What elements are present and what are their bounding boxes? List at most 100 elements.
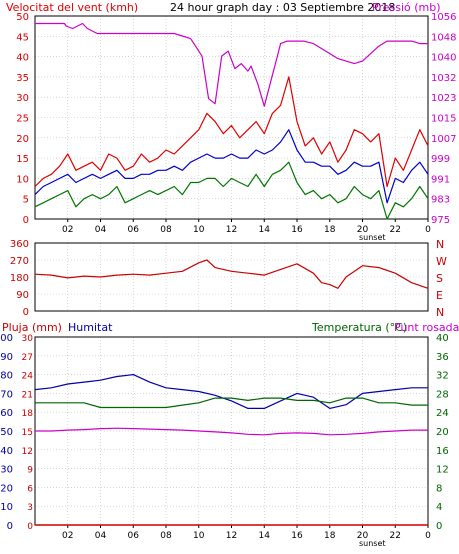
x-tick-label: 18 — [324, 531, 336, 541]
wind-avg-line — [34, 129, 429, 204]
wind-axis-label: Velocitat del vent (kmh) — [6, 1, 138, 14]
x-tick-label: 16 — [291, 531, 303, 541]
humidity-y-tick-label: 40 — [0, 446, 13, 457]
rain-y-tick-label: 15 — [22, 428, 33, 438]
dewpoint-line — [35, 427, 428, 436]
direction-frame — [34, 242, 429, 312]
direction-degree-tick: 180 — [10, 273, 29, 284]
rain-y-tick-label: 24 — [22, 372, 34, 382]
direction-degree-tick: 90 — [16, 290, 29, 301]
rain-y-tick-label: 27 — [22, 353, 33, 363]
temperature-y-tick-label: 24 — [436, 408, 449, 419]
wind-pressure-panel: Velocitat del vent (kmh) 24 hour graph d… — [6, 1, 456, 242]
x-tick-label: 04 — [95, 531, 107, 541]
x-tick-label: 04 — [95, 225, 107, 235]
wind-sunset-label: sunset — [359, 233, 386, 242]
direction-compass-tick: W — [436, 255, 447, 268]
humidity-sunset-label: sunset — [359, 539, 386, 548]
wind-y-ticks: 0 5 10 15 20 25 30 35 40 45 50 — [16, 12, 29, 226]
direction-compass-tick: E — [436, 289, 443, 302]
direction-compass-tick: N — [436, 238, 444, 251]
x-tick-label: 06 — [128, 531, 140, 541]
direction-degree-tick: 360 — [10, 239, 29, 250]
x-tick-label: 14 — [259, 225, 271, 235]
wind-min-line — [34, 161, 429, 220]
x-tick-label: 18 — [324, 225, 336, 235]
pressure-y-tick-label: 1032 — [431, 73, 456, 84]
pressure-y-tick-label: 1007 — [431, 134, 456, 145]
pressure-y-tick-label: 1015 — [431, 114, 456, 125]
x-tick-label: 0 — [425, 225, 431, 235]
temperature-y-tick-label: 4 — [436, 502, 442, 513]
direction-degree-ticks: 360 270 180 90 0 — [10, 239, 29, 318]
pressure-axis-label: Pressió (mb) — [372, 1, 441, 14]
direction-compass-tick: N — [436, 306, 444, 319]
temperature-y-tick-label: 20 — [436, 427, 449, 438]
x-tick-label: 08 — [160, 225, 172, 235]
x-tick-label: 22 — [390, 225, 401, 235]
humidity-y-tick-label: 90 — [0, 352, 13, 363]
pressure-y-tick-label: 1040 — [431, 53, 456, 64]
wind-y-tick-label: 10 — [16, 174, 29, 185]
temperature-y-tick-label: 32 — [436, 371, 449, 382]
x-tick-label: 12 — [226, 531, 237, 541]
humidity-y-tick-label: 100 — [0, 333, 13, 344]
chart-title: 24 hour graph day : 03 Septiembre 2018 — [170, 1, 395, 14]
x-tick-label: 06 — [128, 225, 140, 235]
humidity-series — [34, 374, 428, 526]
humidity-y-tick-label: 30 — [0, 465, 13, 476]
x-tick-label: 16 — [291, 225, 303, 235]
pressure-y-tick-label: 1023 — [431, 93, 456, 104]
temperature-y-tick-label: 36 — [436, 352, 449, 363]
wind-direction-line — [34, 259, 429, 289]
x-tick-label: 08 — [160, 531, 172, 541]
temperature-y-tick-label: 12 — [436, 465, 449, 476]
rain-axis-label: Pluja (mm) — [2, 321, 62, 334]
humidity-y-tick-label: 80 — [0, 371, 13, 382]
wind-y-tick-label: 50 — [16, 12, 29, 23]
rain-y-ticks: 0 3 6 9 12 15 18 21 24 27 30 — [22, 334, 34, 532]
humidity-y-ticks: 0 10 20 30 40 50 60 70 80 90 100 — [0, 333, 13, 532]
x-tick-label: 20 — [357, 225, 369, 235]
wind-y-tick-label: 25 — [16, 114, 29, 125]
humidity-y-tick-label: 20 — [0, 483, 13, 494]
pressure-y-tick-label: 983 — [431, 195, 450, 206]
temperature-y-tick-label: 16 — [436, 446, 449, 457]
x-tick-label: 12 — [226, 225, 237, 235]
wind-grid — [35, 16, 428, 219]
x-tick-label: 22 — [390, 531, 401, 541]
humidity-y-tick-label: 70 — [0, 389, 13, 400]
rain-y-tick-label: 12 — [22, 447, 33, 457]
pressure-y-tick-label: 975 — [431, 215, 450, 226]
rain-y-tick-label: 6 — [27, 484, 33, 494]
temperature-axis-label: Temperatura (°C) — [311, 321, 407, 334]
wind-max-line — [34, 76, 429, 188]
humidity-x-ticks: 02 04 06 08 10 12 14 16 18 20 22 0 — [62, 525, 431, 541]
dewpoint-axis-label: Punt rosada — [394, 321, 459, 334]
temperature-y-ticks: 0 4 8 12 16 20 24 28 32 36 40 — [436, 333, 449, 532]
direction-compass-tick: S — [436, 272, 443, 285]
temperature-y-tick-label: 8 — [436, 483, 442, 494]
x-tick-label: 10 — [193, 531, 205, 541]
pressure-y-ticks: 975 983 991 999 1007 1015 1023 1032 1040 1048 1056 — [431, 12, 456, 226]
rain-y-tick-label: 9 — [27, 466, 33, 476]
wind-y-tick-label: 20 — [16, 134, 29, 145]
temperature-y-tick-label: 0 — [436, 521, 442, 532]
x-tick-label: 20 — [357, 531, 369, 541]
pressure-y-tick-label: 1056 — [431, 12, 456, 23]
pressure-y-tick-label: 1048 — [431, 32, 456, 43]
x-tick-label: 0 — [425, 531, 431, 541]
wind-y-tick-label: 5 — [23, 195, 29, 206]
temperature-y-tick-label: 28 — [436, 389, 449, 400]
x-tick-label: 02 — [62, 225, 73, 235]
humidity-y-tick-label: 10 — [0, 502, 13, 513]
wind-y-tick-label: 30 — [16, 93, 29, 104]
humidity-temperature-panel: Pluja (mm) Humitat Temperatura (°C) Punt… — [0, 321, 459, 548]
pressure-y-tick-label: 999 — [431, 154, 450, 165]
pressure-line — [35, 22, 428, 107]
wind-y-tick-label: 35 — [16, 73, 29, 84]
wind-x-ticks: 02 04 06 08 10 12 14 16 18 20 22 0 — [62, 219, 431, 235]
